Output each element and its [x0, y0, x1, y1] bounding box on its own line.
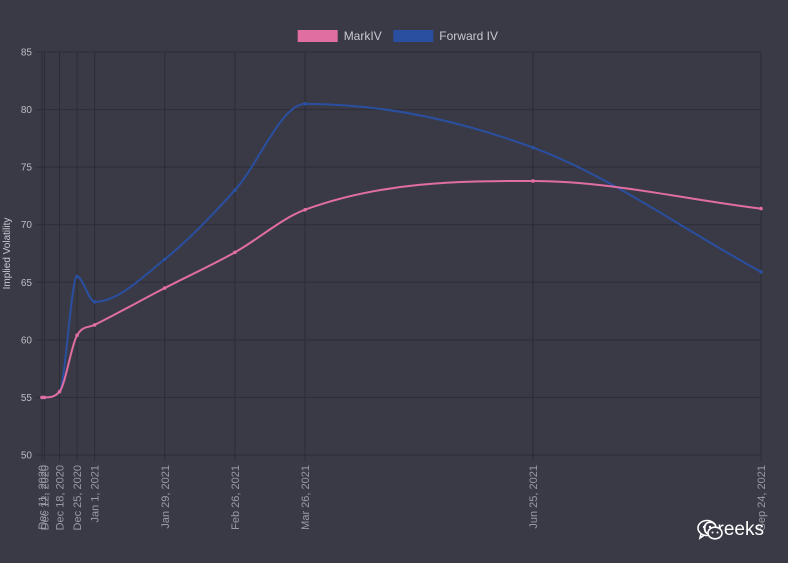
y-tick-label: 55 — [21, 393, 33, 404]
forward-iv-line — [41, 102, 762, 399]
forward-iv-point — [92, 300, 97, 304]
markiv-point — [92, 323, 97, 327]
x-tick-label: Dec 12, 2020 — [40, 465, 52, 530]
legend-swatch-forward-iv — [393, 30, 434, 42]
y-tick-label: 75 — [21, 163, 33, 174]
watermark: Greeks — [696, 519, 764, 541]
y-tick-label: 70 — [21, 220, 33, 231]
forward-iv-point — [162, 257, 167, 262]
legend-swatch-markiv — [297, 30, 338, 42]
y-axis-title: Implied Volatility — [2, 218, 13, 290]
forward-iv-point — [233, 188, 237, 192]
markiv-point — [75, 333, 79, 338]
y-tick-label: 60 — [21, 335, 33, 346]
y-tick-label: 80 — [21, 105, 33, 116]
forward-iv-point — [759, 270, 763, 274]
markiv-point — [42, 395, 47, 400]
x-tick-label: Dec 18, 2020 — [55, 465, 67, 530]
forward-iv-point — [75, 274, 79, 279]
markiv-line — [41, 179, 762, 399]
markiv-point — [759, 206, 763, 211]
x-tick-label: Feb 26, 2021 — [230, 465, 242, 530]
markiv-point — [531, 179, 535, 183]
y-tick-label: 65 — [21, 278, 33, 289]
x-tick-label: Jan 1, 2021 — [90, 465, 102, 523]
markiv-point — [233, 250, 237, 255]
y-tick-label: 50 — [21, 451, 33, 462]
forward-iv-point — [531, 145, 535, 150]
legend-label-markiv: MarkIV — [344, 29, 382, 43]
y-tick-label: 85 — [21, 48, 33, 59]
x-tick-label: Jun 25, 2021 — [528, 465, 540, 529]
x-tick-label: Dec 25, 2020 — [72, 465, 84, 530]
x-tick-label: Jan 29, 2021 — [160, 465, 172, 529]
x-tick-label: Sep 24, 2021 — [756, 465, 768, 530]
x-tick-label: Dec 11, 2020 — [37, 465, 49, 530]
legend-label-forward-iv: Forward IV — [439, 29, 498, 43]
markiv-point — [57, 389, 62, 394]
x-tick-label: Mar 26, 2021 — [300, 465, 312, 530]
forward-iv-point — [303, 102, 307, 106]
markiv-point — [162, 286, 167, 290]
markiv-point — [303, 207, 307, 212]
markiv-point — [40, 395, 44, 400]
